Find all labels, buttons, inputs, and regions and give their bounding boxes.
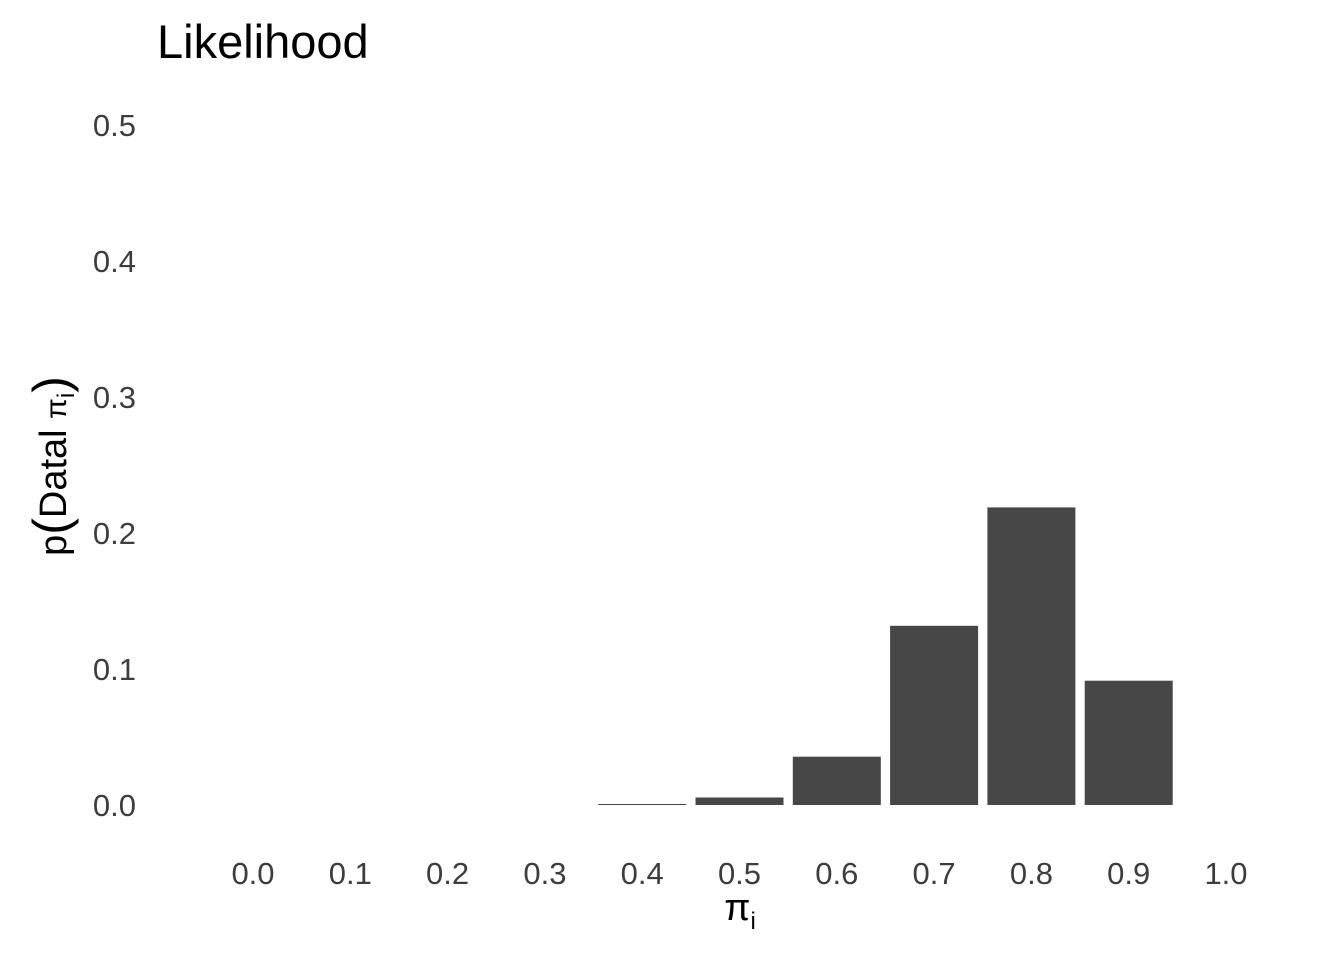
- bar-0.4: [598, 804, 687, 805]
- y-axis-tick-labels: 0.0 0.1 0.2 0.3 0.4 0.5: [93, 108, 136, 823]
- x-axis-tick-labels: 0.0 0.1 0.2 0.3 0.4 0.5 0.6 0.7 0.8 0.9 1.0: [231, 856, 1247, 891]
- x-tick-label: 0.4: [621, 856, 664, 891]
- x-tick-label: 0.7: [913, 856, 956, 891]
- y-tick-label: 0.3: [93, 380, 136, 415]
- y-axis-label-prefix: p: [33, 535, 75, 556]
- bar-0.5: [695, 797, 784, 805]
- y-axis-label-close-paren: ): [23, 376, 79, 393]
- x-tick-label: 0.1: [329, 856, 372, 891]
- bar-0.6: [792, 756, 881, 805]
- y-tick-label: 0.0: [93, 788, 136, 823]
- y-axis-label-symbol: π: [40, 398, 73, 419]
- chart-title: Likelihood: [157, 15, 369, 68]
- x-axis-label: πi: [724, 887, 756, 935]
- x-tick-label: 0.0: [231, 856, 274, 891]
- x-tick-label: 0.3: [523, 856, 566, 891]
- y-tick-label: 0.5: [93, 108, 136, 143]
- x-axis-label-symbol: π: [724, 887, 750, 929]
- y-axis-label-subscript: i: [53, 393, 80, 398]
- y-axis-label-open-paren: (: [23, 518, 79, 535]
- bar-0.8: [987, 507, 1076, 805]
- bars: [598, 507, 1173, 805]
- x-tick-label: 0.9: [1107, 856, 1150, 891]
- x-tick-label: 0.6: [815, 856, 858, 891]
- y-axis-label: p(Datal πi): [23, 376, 80, 556]
- bar-0.7: [890, 625, 979, 805]
- y-tick-label: 0.4: [93, 244, 136, 279]
- y-axis-label-text: Datal: [33, 419, 75, 518]
- x-tick-label: 0.5: [718, 856, 761, 891]
- y-tick-label: 0.1: [93, 652, 136, 687]
- bar-0.9: [1084, 680, 1173, 805]
- x-tick-label: 0.2: [426, 856, 469, 891]
- x-tick-label: 0.8: [1010, 856, 1053, 891]
- x-tick-label: 1.0: [1204, 856, 1247, 891]
- y-tick-label: 0.2: [93, 516, 136, 551]
- x-axis-label-subscript: i: [750, 908, 755, 935]
